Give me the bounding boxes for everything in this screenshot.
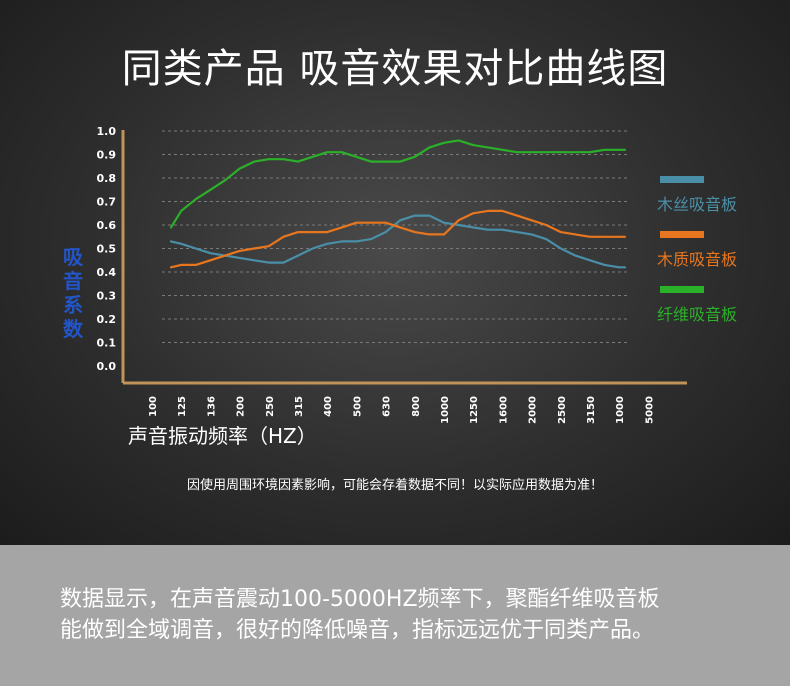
legend-swatch bbox=[660, 231, 704, 238]
x-tick-label: 2500 bbox=[557, 396, 568, 424]
x-tick-label: 2000 bbox=[528, 396, 539, 424]
chart-series bbox=[169, 139, 627, 269]
legend-label: 纤维吸音板 bbox=[657, 305, 737, 324]
x-tick-label: 5000 bbox=[644, 396, 655, 424]
x-tick-label: 800 bbox=[411, 396, 422, 417]
x-tick-label: 250 bbox=[265, 396, 276, 417]
legend-label: 木丝吸音板 bbox=[657, 195, 737, 214]
x-tick-label: 500 bbox=[352, 396, 363, 417]
absorption-chart: 0.0 0.1 0.2 0.3 0.4 0.5 0.6 0.7 0.8 0.9 1.0 100 125… bbox=[63, 125, 738, 448]
x-tick-label: 1000 bbox=[440, 396, 451, 424]
summary-line-1: 数据显示，在声音震动100-5000HZ频率下，聚酯纤维吸音板 bbox=[60, 587, 660, 612]
y-tick-label: 0.2 bbox=[97, 313, 117, 326]
legend-swatch bbox=[660, 176, 704, 183]
series-line-1 bbox=[169, 214, 627, 269]
y-tick-label: 1.0 bbox=[97, 125, 117, 138]
disclaimer-note: 因使用周围环境因素影响，可能会存着数据不同！以实际应用数据为准！ bbox=[186, 478, 603, 493]
x-tick-label: 400 bbox=[323, 396, 334, 417]
x-tick-label: 200 bbox=[236, 396, 247, 417]
y-tick-label: 0.5 bbox=[97, 243, 117, 256]
y-tick-label: 0.6 bbox=[97, 219, 117, 232]
series-line-3 bbox=[169, 139, 627, 229]
x-tick-label: 630 bbox=[382, 396, 393, 417]
x-tick-label: 100 bbox=[148, 396, 159, 417]
x-tick-label: 1000 bbox=[615, 396, 626, 424]
y-tick-label: 0.4 bbox=[97, 266, 117, 279]
page-title: 同类产品 吸音效果对比曲线图 bbox=[121, 46, 669, 92]
x-tick-label: 136 bbox=[206, 396, 217, 417]
x-axis-label: 声音振动频率（HZ） bbox=[128, 424, 317, 448]
summary-text: 数据显示，在声音震动100-5000HZ频率下，聚酯纤维吸音板 能做到全域调音，… bbox=[60, 584, 760, 646]
y-tick-label: 0.8 bbox=[97, 172, 117, 185]
chart-gridlines bbox=[162, 130, 628, 343]
legend-label: 木质吸音板 bbox=[657, 250, 737, 269]
y-tick-label: 0.3 bbox=[97, 290, 117, 303]
y-tick-label: 0.1 bbox=[97, 337, 117, 350]
x-tick-labels: 100 125 136 200 250 315 400 500 630 800 1000 1250 16… bbox=[148, 396, 655, 424]
series-line-2 bbox=[169, 209, 627, 269]
summary-panel bbox=[0, 545, 790, 686]
y-axis-label: 吸音系数 bbox=[63, 245, 84, 341]
y-tick-labels: 0.0 0.1 0.2 0.3 0.4 0.5 0.6 0.7 0.8 0.9 1.0 bbox=[97, 125, 117, 373]
y-tick-label: 0.0 bbox=[97, 360, 117, 373]
chart-panel bbox=[0, 0, 790, 545]
x-tick-label: 315 bbox=[294, 396, 305, 417]
summary-line-2: 能做到全域调音，很好的降低噪音，指标远远优于同类产品。 bbox=[60, 618, 655, 643]
legend-swatch bbox=[660, 286, 704, 293]
x-tick-label: 3150 bbox=[586, 396, 597, 424]
x-tick-label: 125 bbox=[177, 396, 188, 417]
x-tick-label: 1250 bbox=[469, 396, 480, 424]
x-tick-label: 1600 bbox=[498, 396, 509, 424]
y-tick-label: 0.9 bbox=[97, 149, 117, 162]
y-tick-label: 0.7 bbox=[97, 196, 117, 209]
